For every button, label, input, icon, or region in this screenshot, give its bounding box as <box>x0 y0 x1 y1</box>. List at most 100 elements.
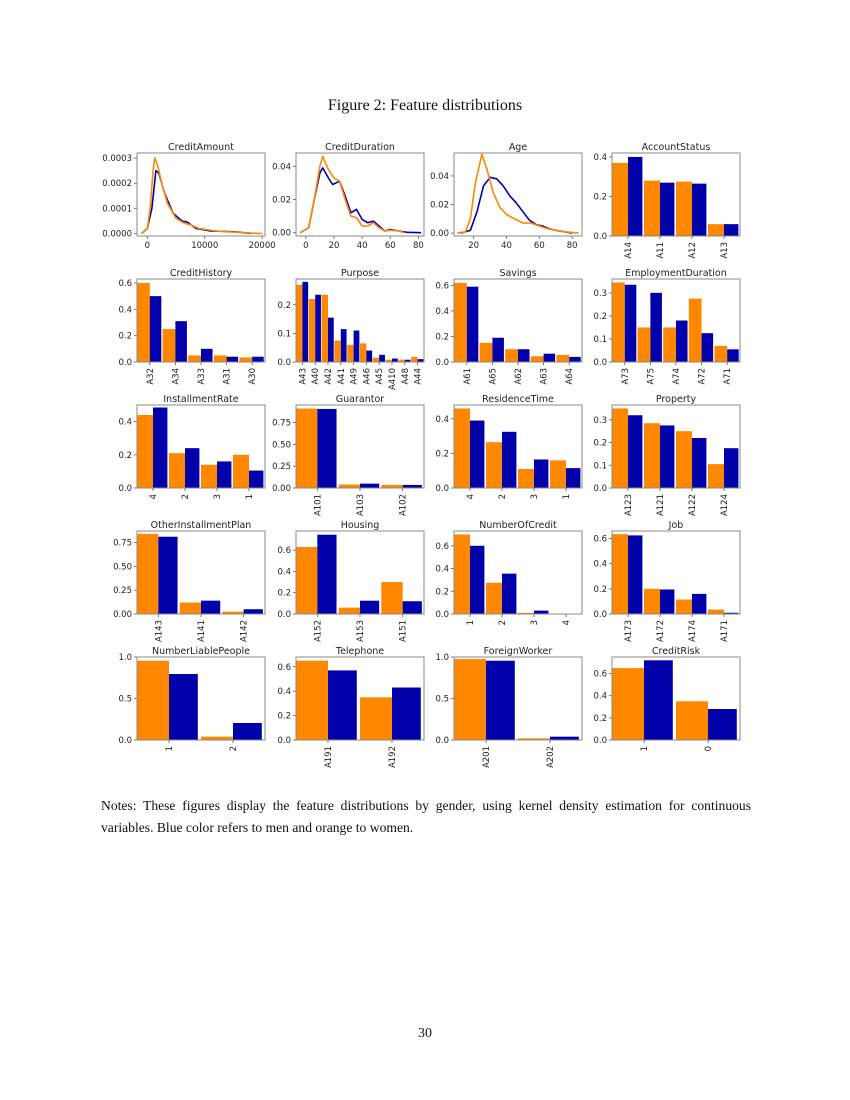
bar-men <box>660 589 675 614</box>
axes-frame <box>453 404 583 489</box>
x-tick-label: A30 <box>248 368 258 385</box>
bar-men <box>534 459 549 488</box>
x-tick-label: A75 <box>646 368 656 385</box>
bar-men <box>534 610 549 614</box>
x-tick-label: A122 <box>688 494 698 516</box>
bar-men <box>724 612 739 614</box>
bar-men <box>360 483 380 488</box>
x-tick-label: A121 <box>656 494 666 516</box>
bar-women <box>296 408 318 488</box>
density-line-women <box>141 157 263 235</box>
bar-men <box>470 420 485 488</box>
y-tick-label: 0.00 <box>113 610 132 620</box>
bar-men <box>624 284 637 362</box>
bar-women <box>637 327 651 362</box>
x-tick-label: 60 <box>534 241 545 251</box>
axes-frame <box>136 404 266 489</box>
chart-title: Property <box>656 394 697 405</box>
x-tick-label: 60 <box>385 241 396 251</box>
bar-men <box>628 415 643 488</box>
x-tick-label: A64 <box>565 368 575 385</box>
y-tick-label: 0.2 <box>277 712 291 722</box>
x-tick-label: A13 <box>720 242 730 259</box>
bar-women <box>612 534 628 614</box>
bar-women <box>338 484 360 488</box>
chart-title: Job <box>668 520 684 531</box>
bar-men <box>470 545 485 614</box>
bar-women <box>612 282 625 362</box>
chart-title: CreditDuration <box>325 142 395 153</box>
chart-panel-housing: Housing 0.0 0.2 0.4 0.6 A152 A153 A151 <box>277 520 425 642</box>
bar-men <box>226 356 239 362</box>
bar-women <box>612 668 644 740</box>
x-tick-label: A14 <box>624 242 634 259</box>
chart-title: ForeignWorker <box>484 646 553 657</box>
bar-women <box>338 607 360 614</box>
bar-men <box>724 448 739 488</box>
x-tick-label: A61 <box>463 368 473 385</box>
x-tick-label: A33 <box>197 368 207 385</box>
x-tick-label: A141 <box>197 620 207 642</box>
y-tick-label: 1.0 <box>118 653 132 663</box>
bar-women <box>612 408 628 488</box>
bar-women <box>676 701 708 740</box>
chart-title: Age <box>509 142 528 153</box>
y-tick-label: 0.0 <box>593 358 607 368</box>
bar-men <box>366 350 373 362</box>
bar-men <box>158 536 178 614</box>
bar-men <box>243 609 263 614</box>
x-tick-label: A201 <box>482 746 492 768</box>
y-tick-label: 0.4 <box>593 560 607 570</box>
bar-men <box>550 736 579 740</box>
bar-women <box>222 611 244 614</box>
x-tick-label: A151 <box>399 620 409 642</box>
y-tick-label: 0.2 <box>118 332 132 342</box>
bar-men <box>692 437 707 488</box>
y-tick-label: 0.2 <box>593 439 607 449</box>
chart-title: AccountStatus <box>642 142 711 153</box>
bar-men <box>701 333 714 362</box>
bar-men <box>502 431 517 488</box>
y-tick-label: 0.6 <box>435 281 449 291</box>
bar-women <box>321 294 328 362</box>
y-tick-label: 0.00 <box>430 229 449 239</box>
bar-men <box>466 286 479 362</box>
bar-men <box>543 353 556 362</box>
x-tick-label: 3 <box>530 620 540 625</box>
x-tick-label: A65 <box>488 368 498 385</box>
chart-title: ResidenceTime <box>482 394 554 405</box>
x-tick-label: A123 <box>624 494 634 516</box>
x-tick-label: 4 <box>466 494 476 499</box>
x-tick-label: A49 <box>350 368 360 385</box>
bar-men <box>328 670 357 740</box>
x-tick-label: 3 <box>530 494 540 499</box>
axes-frame <box>611 530 741 615</box>
y-tick-label: 0.2 <box>435 332 449 342</box>
chart-panel-employmentduration: EmploymentDuration 0.0 0.1 0.2 0.3 A73 A75 A74 A… <box>593 268 741 385</box>
y-tick-label: 0.00 <box>272 229 291 239</box>
x-tick-label: A63 <box>540 368 550 385</box>
x-tick-label: 3 <box>213 494 223 499</box>
bar-women <box>676 181 692 236</box>
y-tick-label: 0.4 <box>435 565 449 575</box>
axes-frame <box>611 404 741 489</box>
x-tick-label: 1 <box>165 746 175 751</box>
chart-panel-installmentrate: InstallmentRate 0.0 0.2 0.4 4 2 3 1 <box>118 394 266 499</box>
y-tick-label: 0.4 <box>277 687 291 697</box>
bar-women <box>505 349 518 362</box>
density-line-men <box>141 169 251 235</box>
bar-women <box>381 582 403 614</box>
x-tick-label: 1 <box>245 494 255 499</box>
bar-women <box>644 423 660 488</box>
x-tick-label: A12 <box>688 242 698 259</box>
y-tick-label: 0.02 <box>272 195 291 205</box>
x-tick-label: A62 <box>514 368 524 385</box>
bar-men <box>249 470 264 488</box>
chart-title: Guarantor <box>336 394 384 405</box>
bar-men <box>169 674 198 740</box>
y-tick-label: 0.4 <box>593 153 607 163</box>
chart-panel-guarantor: Guarantor 0.00 0.25 0.50 0.75 A101 A103 A102 <box>272 394 425 516</box>
chart-title: CreditRisk <box>652 646 701 657</box>
bar-men <box>404 359 411 362</box>
chart-title: Telephone <box>335 646 384 657</box>
